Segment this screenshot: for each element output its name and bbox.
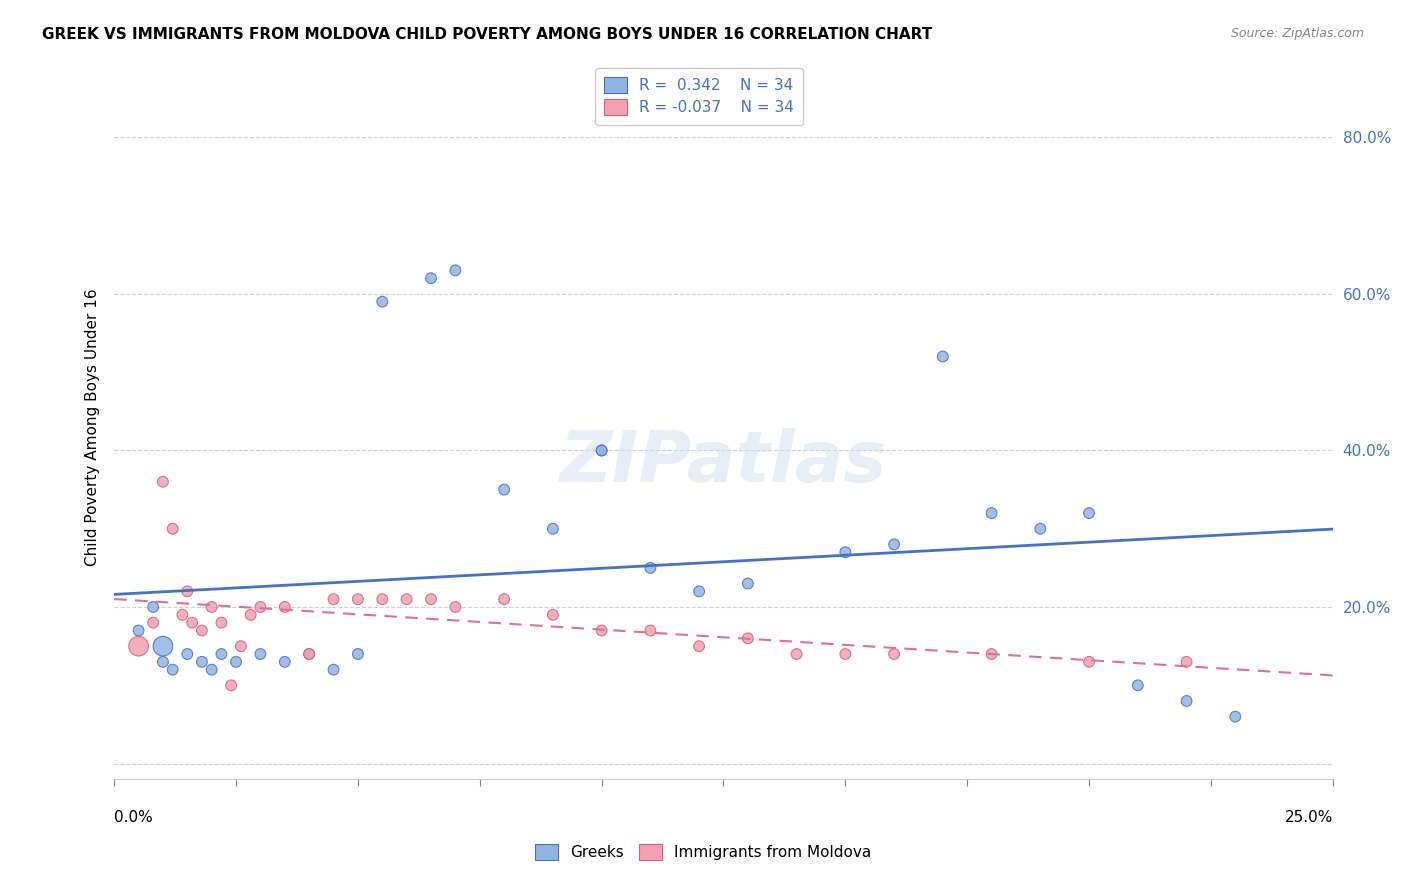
Point bbox=[191, 624, 214, 638]
Point bbox=[152, 639, 174, 653]
Point bbox=[201, 663, 224, 677]
Point bbox=[980, 506, 1002, 520]
Point bbox=[347, 592, 370, 607]
Point bbox=[932, 350, 955, 364]
Point bbox=[1126, 678, 1149, 692]
Point bbox=[980, 647, 1002, 661]
Point bbox=[219, 678, 242, 692]
Point bbox=[1225, 709, 1247, 723]
Text: ZIPatlas: ZIPatlas bbox=[560, 427, 887, 497]
Text: Source: ZipAtlas.com: Source: ZipAtlas.com bbox=[1230, 27, 1364, 40]
Point bbox=[162, 663, 184, 677]
Point bbox=[688, 584, 710, 599]
Point bbox=[229, 639, 252, 653]
Point bbox=[191, 655, 214, 669]
Legend: R =  0.342    N = 34, R = -0.037    N = 34: R = 0.342 N = 34, R = -0.037 N = 34 bbox=[595, 68, 803, 125]
Point bbox=[172, 607, 194, 622]
Point bbox=[883, 537, 905, 551]
Point bbox=[834, 545, 856, 559]
Legend: Greeks, Immigrants from Moldova: Greeks, Immigrants from Moldova bbox=[529, 838, 877, 866]
Point bbox=[162, 522, 184, 536]
Point bbox=[444, 263, 467, 277]
Point bbox=[591, 443, 613, 458]
Text: 25.0%: 25.0% bbox=[1285, 810, 1333, 824]
Point bbox=[591, 624, 613, 638]
Point bbox=[176, 647, 198, 661]
Point bbox=[494, 592, 516, 607]
Point bbox=[786, 647, 808, 661]
Point bbox=[737, 632, 759, 646]
Point bbox=[225, 655, 247, 669]
Point bbox=[274, 655, 297, 669]
Point bbox=[298, 647, 321, 661]
Point bbox=[541, 522, 564, 536]
Point bbox=[209, 647, 232, 661]
Point bbox=[322, 663, 344, 677]
Point bbox=[688, 639, 710, 653]
Point bbox=[591, 443, 613, 458]
Point bbox=[834, 647, 856, 661]
Point bbox=[420, 592, 443, 607]
Point bbox=[128, 639, 150, 653]
Text: GREEK VS IMMIGRANTS FROM MOLDOVA CHILD POVERTY AMONG BOYS UNDER 16 CORRELATION C: GREEK VS IMMIGRANTS FROM MOLDOVA CHILD P… bbox=[42, 27, 932, 42]
Point bbox=[239, 607, 262, 622]
Point bbox=[152, 475, 174, 489]
Point bbox=[201, 600, 224, 615]
Point bbox=[1175, 655, 1198, 669]
Point bbox=[209, 615, 232, 630]
Point bbox=[152, 655, 174, 669]
Point bbox=[541, 607, 564, 622]
Point bbox=[494, 483, 516, 497]
Point bbox=[249, 600, 271, 615]
Point bbox=[298, 647, 321, 661]
Y-axis label: Child Poverty Among Boys Under 16: Child Poverty Among Boys Under 16 bbox=[86, 288, 100, 566]
Point bbox=[142, 600, 165, 615]
Point bbox=[128, 624, 150, 638]
Point bbox=[1078, 655, 1101, 669]
Text: 0.0%: 0.0% bbox=[114, 810, 153, 824]
Point bbox=[883, 647, 905, 661]
Point bbox=[1029, 522, 1052, 536]
Point bbox=[444, 600, 467, 615]
Point bbox=[142, 615, 165, 630]
Point bbox=[371, 592, 394, 607]
Point bbox=[322, 592, 344, 607]
Point bbox=[274, 600, 297, 615]
Point bbox=[347, 647, 370, 661]
Point bbox=[737, 576, 759, 591]
Point bbox=[420, 271, 443, 285]
Point bbox=[640, 561, 662, 575]
Point bbox=[1078, 506, 1101, 520]
Point bbox=[640, 624, 662, 638]
Point bbox=[181, 615, 204, 630]
Point bbox=[395, 592, 418, 607]
Point bbox=[371, 294, 394, 309]
Point bbox=[176, 584, 198, 599]
Point bbox=[1175, 694, 1198, 708]
Point bbox=[249, 647, 271, 661]
